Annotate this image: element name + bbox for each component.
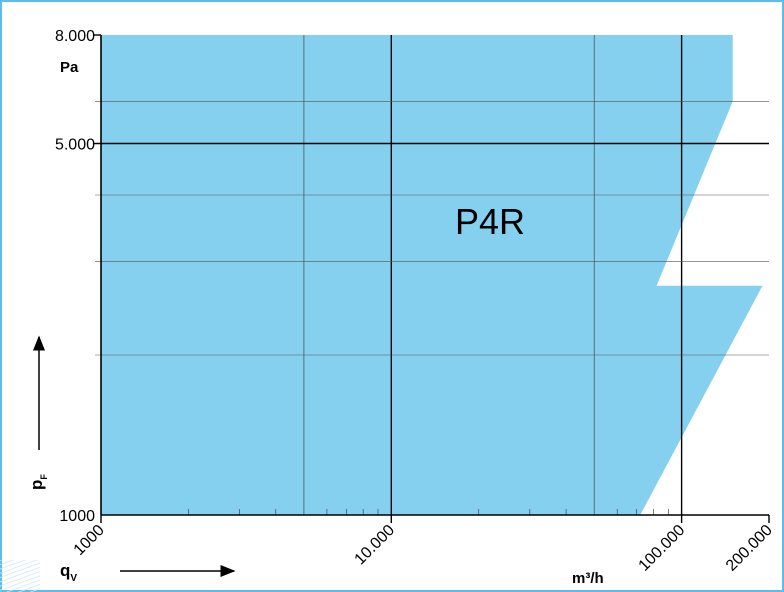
x-axis-symbol: qV [60,561,77,584]
y-axis-symbol-main: p [27,480,46,490]
x-tick-label: 10.000 [352,522,399,569]
x-tick-label: 100.000 [636,522,689,575]
x-unit-label: m³/h [572,570,604,587]
y-axis-symbol: pF [27,474,49,490]
product-label: P4R [455,201,525,242]
y-tick-label: 1000 [59,508,95,525]
x-axis-symbol-main: q [60,561,70,580]
y-axis-symbol-group: pF [27,474,49,490]
x-tick-label: 200.000 [723,522,776,575]
y-tick-label: 8.000 [55,28,95,45]
operating-region [101,35,763,515]
grid-layer [93,35,769,515]
corner-decoration [0,560,40,592]
y-axis-symbol-sub: F [39,474,49,480]
label-layer: P4R Pa m³/h qV pF [27,59,604,587]
x-axis-symbol-sub: V [70,573,77,584]
x-tick-label: 1000 [71,522,108,559]
y-tick-label: 5.000 [55,136,95,153]
y-unit-label: Pa [60,59,79,76]
region-layer [101,35,763,515]
